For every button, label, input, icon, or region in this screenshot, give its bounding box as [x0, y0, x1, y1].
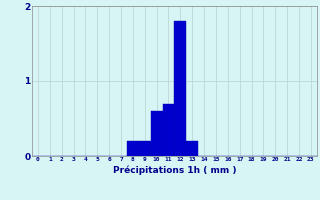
Bar — [186, 141, 198, 156]
Bar — [151, 111, 163, 156]
Bar — [127, 141, 139, 156]
Bar — [163, 104, 174, 156]
X-axis label: Précipitations 1h ( mm ): Précipitations 1h ( mm ) — [113, 165, 236, 175]
Bar — [174, 21, 186, 156]
Bar — [139, 141, 151, 156]
